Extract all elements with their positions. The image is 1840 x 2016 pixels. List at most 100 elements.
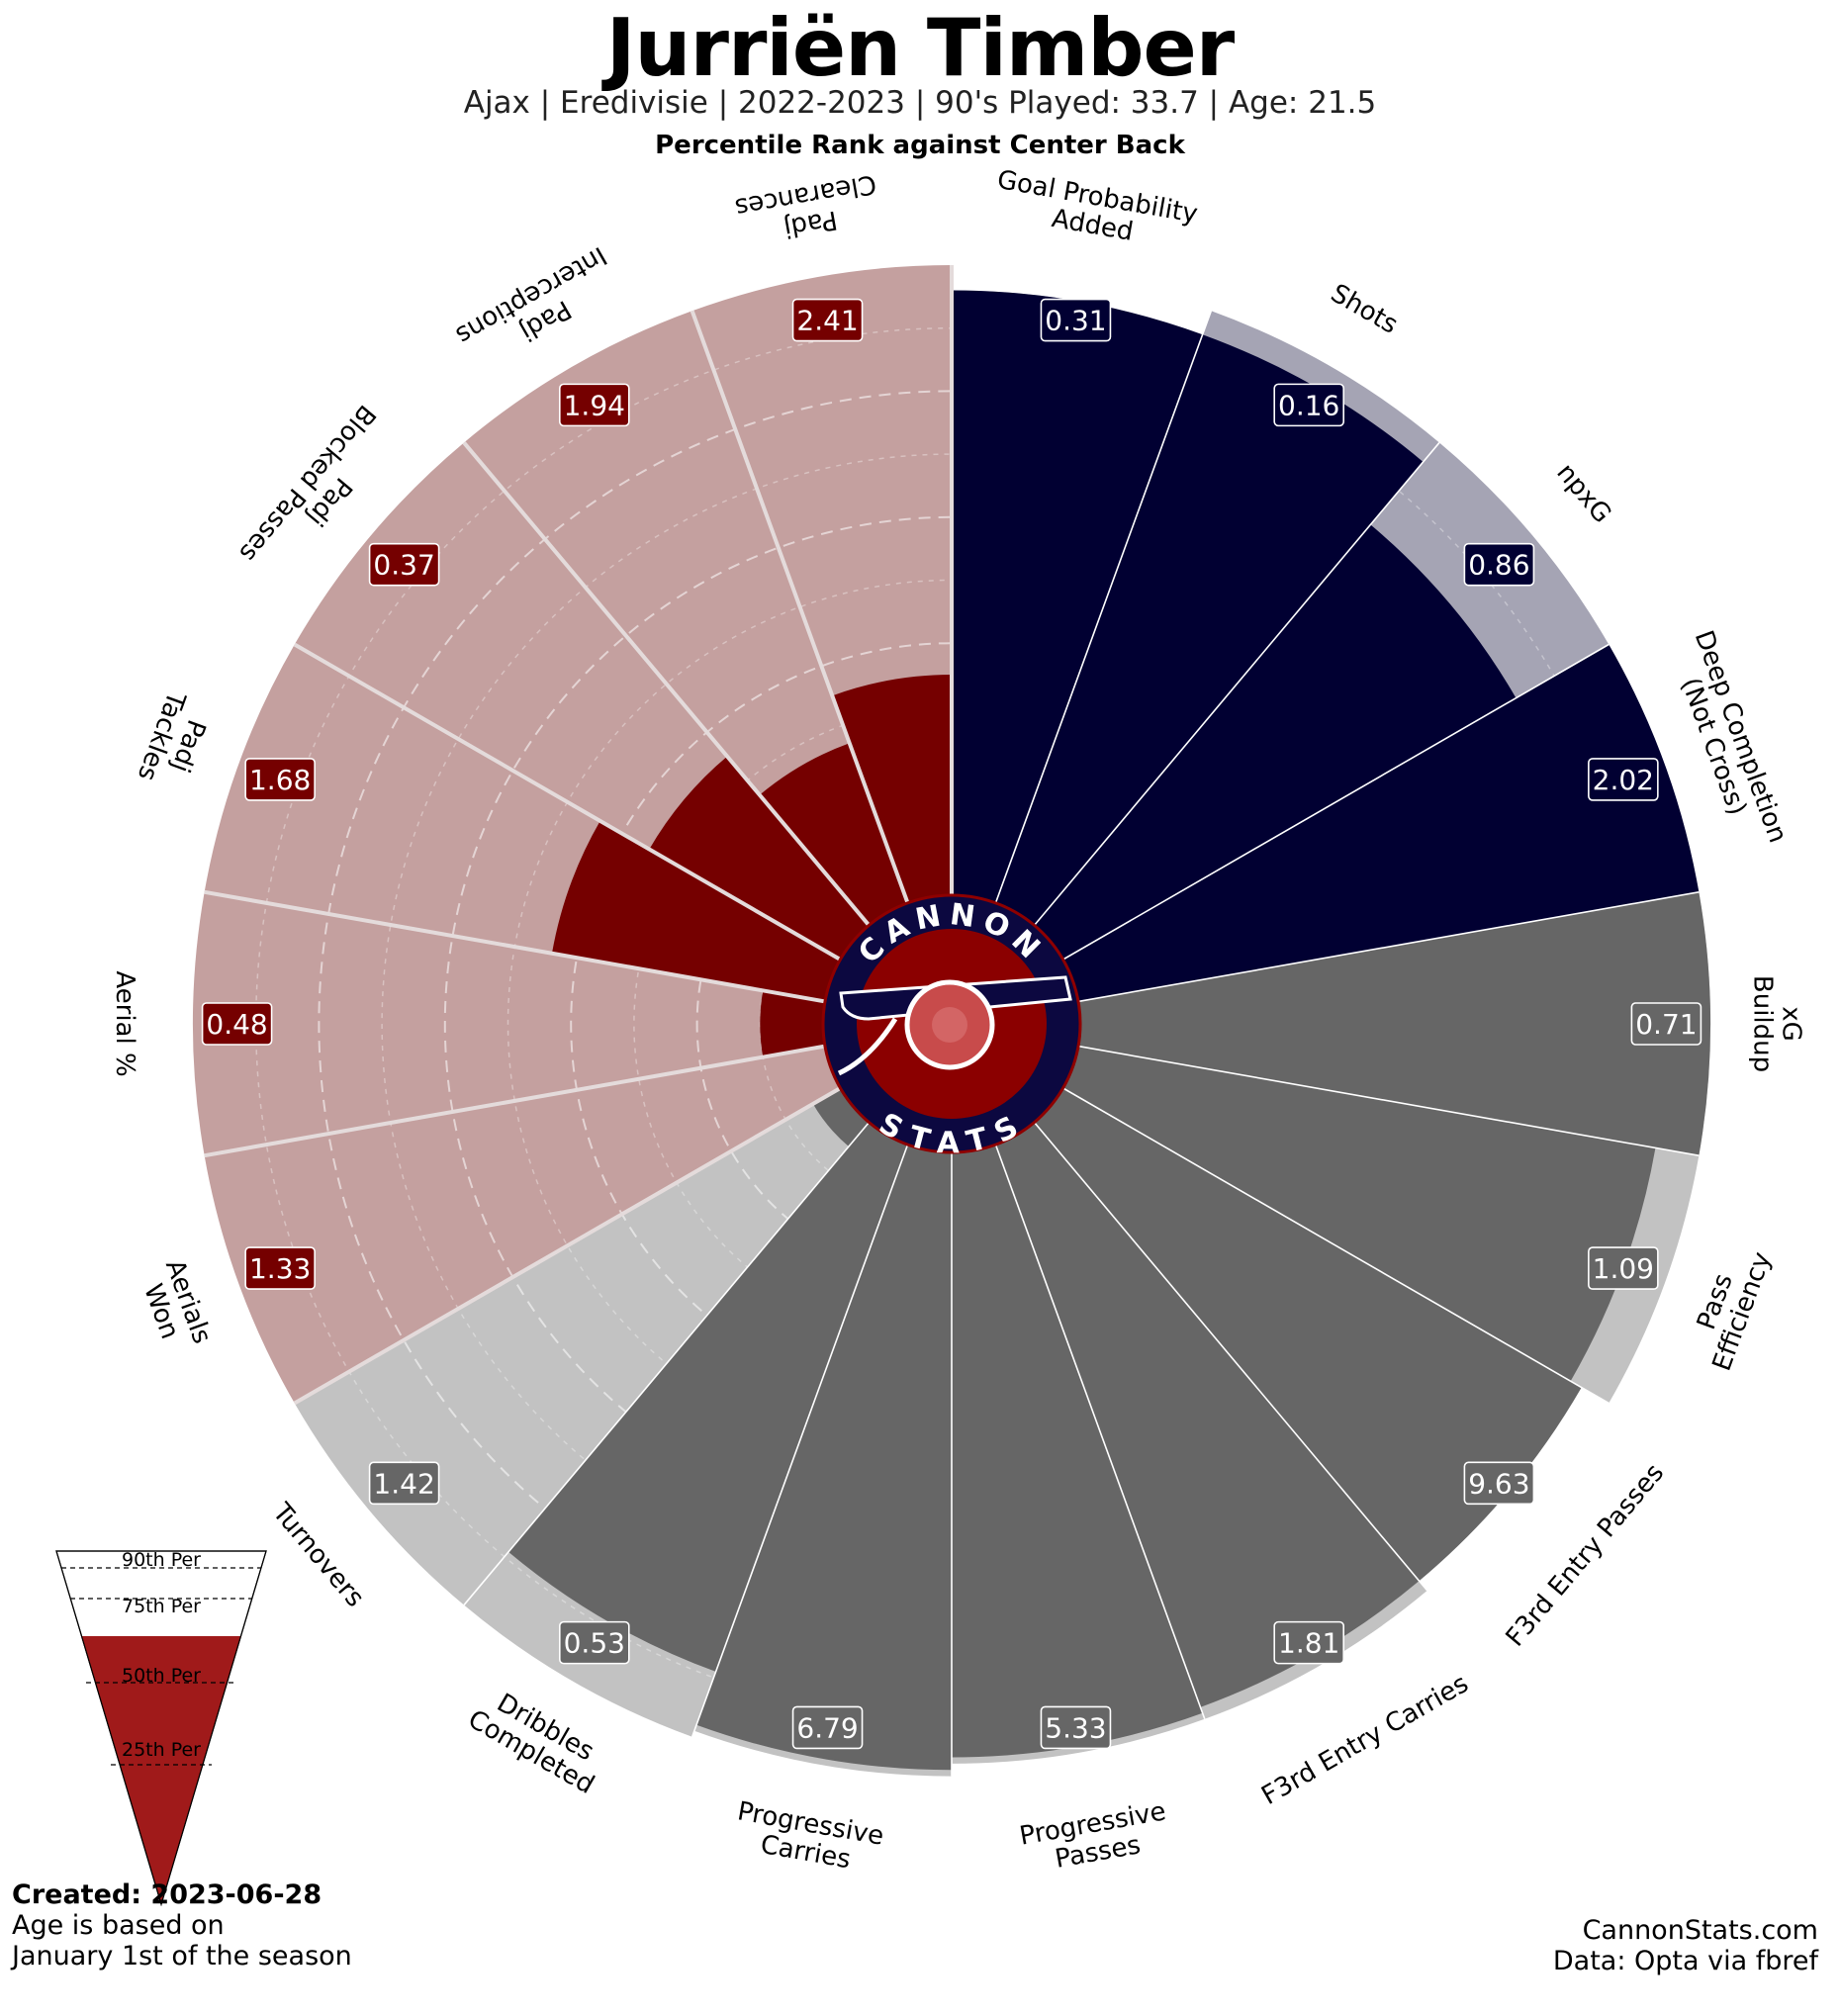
slice-separator [994, 1144, 1206, 1720]
value-label-turnovers: 1.42 [368, 1461, 440, 1506]
metric-label-xg-buildup: xGBuildup [1748, 975, 1806, 1072]
value-text-deep-completion-not-cross: 2.02 [1593, 764, 1654, 796]
percentile-slice-padj-interceptions [759, 743, 908, 926]
metric-label-padj-tackles: PadjTackles [132, 687, 219, 794]
legend-label-25: 25th Per [122, 1739, 201, 1761]
percentile-slice-padj-clearances [832, 675, 952, 903]
slice-separator [1062, 1087, 1610, 1405]
value-label-aerial: 0.48 [201, 1002, 273, 1046]
value-text-aerial: 0.48 [206, 1008, 267, 1041]
value-label-padj-blocked-passes: 0.37 [368, 542, 440, 587]
metric-label-aerials-won: AerialsWon [133, 1256, 218, 1358]
metric-label-npxg: npxG [1550, 458, 1616, 529]
metric-label-f3rd-entry-carries: F3rd Entry Carries [1256, 1669, 1473, 1811]
percentile-slice-f3rd-entry-carries [995, 1122, 1420, 1707]
site-credit: CannonStats.com [1582, 1915, 1818, 1946]
value-text-padj-tackles: 1.68 [249, 764, 311, 796]
value-text-dribbles-completed: 0.53 [564, 1627, 625, 1660]
value-label-progressive-carries: 6.79 [791, 1705, 864, 1750]
legend-label-90: 90th Per [122, 1549, 201, 1571]
value-label-goal-probability-added: 0.31 [1040, 298, 1112, 342]
percentile-slice-deep-completion-not-cross [1062, 644, 1700, 1002]
slice-separators [204, 265, 1700, 1777]
percentile-slice-progressive-carries [696, 1145, 952, 1771]
slice-separator [293, 642, 842, 962]
metric-label-dribbles-completed: DribblesCompleted [463, 1680, 613, 1800]
legend-label-75: 75th Per [122, 1596, 201, 1617]
percentile-slice-aerial [760, 990, 825, 1057]
slice-separator [462, 441, 871, 927]
footer-right: CannonStats.com Data: Opta via fbref [1553, 1915, 1818, 1976]
metric-label-shots: Shots [1326, 279, 1403, 340]
slice-separator [1077, 1045, 1700, 1156]
slice-separator [994, 310, 1213, 904]
slice-separator [1033, 441, 1440, 926]
slice-separator [1062, 643, 1610, 961]
slice-separator [690, 310, 910, 904]
percentile-slice-npxg [1034, 524, 1517, 960]
value-label-shots: 0.16 [1273, 383, 1345, 427]
metric-label-goal-probability-added: Goal ProbabilityAdded [990, 165, 1200, 258]
value-text-padj-blocked-passes: 0.37 [373, 549, 434, 582]
value-text-padj-clearances: 2.41 [796, 305, 858, 337]
metric-label-progressive-carries: ProgressiveCarries [730, 1796, 886, 1879]
value-label-xg-buildup: 0.71 [1630, 1002, 1702, 1046]
metric-label-padj-clearances: PadjClearances [733, 168, 883, 250]
value-text-turnovers: 1.42 [373, 1467, 434, 1500]
value-text-shots: 0.16 [1278, 389, 1339, 421]
percentile-slice-shots [995, 334, 1424, 926]
slice-separator [1077, 891, 1700, 1003]
value-text-goal-probability-added: 0.31 [1045, 305, 1106, 337]
legend-label-50: 50th Per [122, 1665, 201, 1687]
value-text-f3rd-entry-passes: 9.63 [1468, 1467, 1529, 1500]
value-label-padj-tackles: 1.68 [244, 758, 316, 801]
value-label-progressive-passes: 5.33 [1040, 1705, 1112, 1750]
percentile-slice-turnovers [812, 1088, 870, 1146]
metric-label-progressive-passes: ProgressivePasses [1017, 1796, 1173, 1879]
value-label-pass-efficiency: 1.09 [1588, 1246, 1659, 1290]
legend-filled-wedge [81, 1636, 241, 1904]
percentile-slice-padj-tackles [551, 820, 841, 1002]
metric-label-aerial: Aerial % [110, 970, 139, 1076]
age-note-line2: January 1st of the season [12, 1941, 352, 1971]
metric-label-pass-efficiency: PassEfficiency [1680, 1238, 1777, 1375]
slice-separator [463, 1122, 871, 1606]
value-label-padj-clearances: 2.41 [791, 298, 864, 342]
value-label-aerials-won: 1.33 [244, 1246, 316, 1290]
value-text-xg-buildup: 0.71 [1635, 1008, 1697, 1041]
value-text-f3rd-entry-carries: 1.81 [1278, 1627, 1339, 1660]
percentile-slices [508, 290, 1710, 1771]
percentile-slice-progressive-passes [952, 1145, 1203, 1758]
value-text-npxg: 0.86 [1468, 549, 1529, 582]
value-label-npxg: 0.86 [1463, 542, 1535, 587]
percentile-legend: 90th Per 75th Per 50th Per 25th Per [55, 1549, 267, 1907]
data-source: Data: Opta via fbref [1552, 1946, 1818, 1976]
slice-separator [690, 1144, 909, 1738]
percentile-slice-pass-efficiency [1062, 1046, 1656, 1382]
metric-label-turnovers: Turnovers [266, 1497, 370, 1612]
slice-separator [1033, 1122, 1428, 1592]
footer-left: Created: 2023-06-28 Age is based on Janu… [12, 1879, 352, 1971]
percentile-slice-goal-probability-added [952, 290, 1203, 903]
percentile-slice-padj-blocked-passes [649, 756, 870, 960]
baseline-slice-aerials-won [204, 1046, 841, 1404]
value-text-padj-interceptions: 1.94 [564, 389, 625, 421]
baseline-slice-aerial [192, 891, 825, 1156]
value-text-aerials-won: 1.33 [249, 1252, 311, 1285]
slice-separator [204, 889, 826, 1004]
comparison-subtitle: Percentile Rank against Center Back [655, 131, 1185, 160]
value-labels: 0.31 0.16 0.86 2.02 0.71 1.09 9.63 1.81 5.33 6.79… [201, 298, 1702, 1750]
created-date: Created: 2023-06-28 [12, 1879, 322, 1910]
value-label-deep-completion-not-cross: 2.02 [1588, 758, 1659, 801]
percentile-slice-dribbles-completed [508, 1122, 908, 1672]
value-label-padj-interceptions: 1.94 [558, 383, 630, 427]
player-info-subtitle: Ajax | Eredivisie | 2022-2023 | 90's Pla… [463, 85, 1377, 121]
slice-separator [204, 1044, 826, 1158]
value-text-progressive-passes: 5.33 [1045, 1711, 1106, 1744]
value-text-pass-efficiency: 1.09 [1593, 1252, 1654, 1285]
value-text-progressive-carries: 6.79 [796, 1711, 858, 1744]
slice-separator [293, 1086, 842, 1406]
player-name-title: Jurriën Timber [605, 2, 1235, 94]
percentile-slice-f3rd-entry-passes [1034, 1088, 1582, 1582]
